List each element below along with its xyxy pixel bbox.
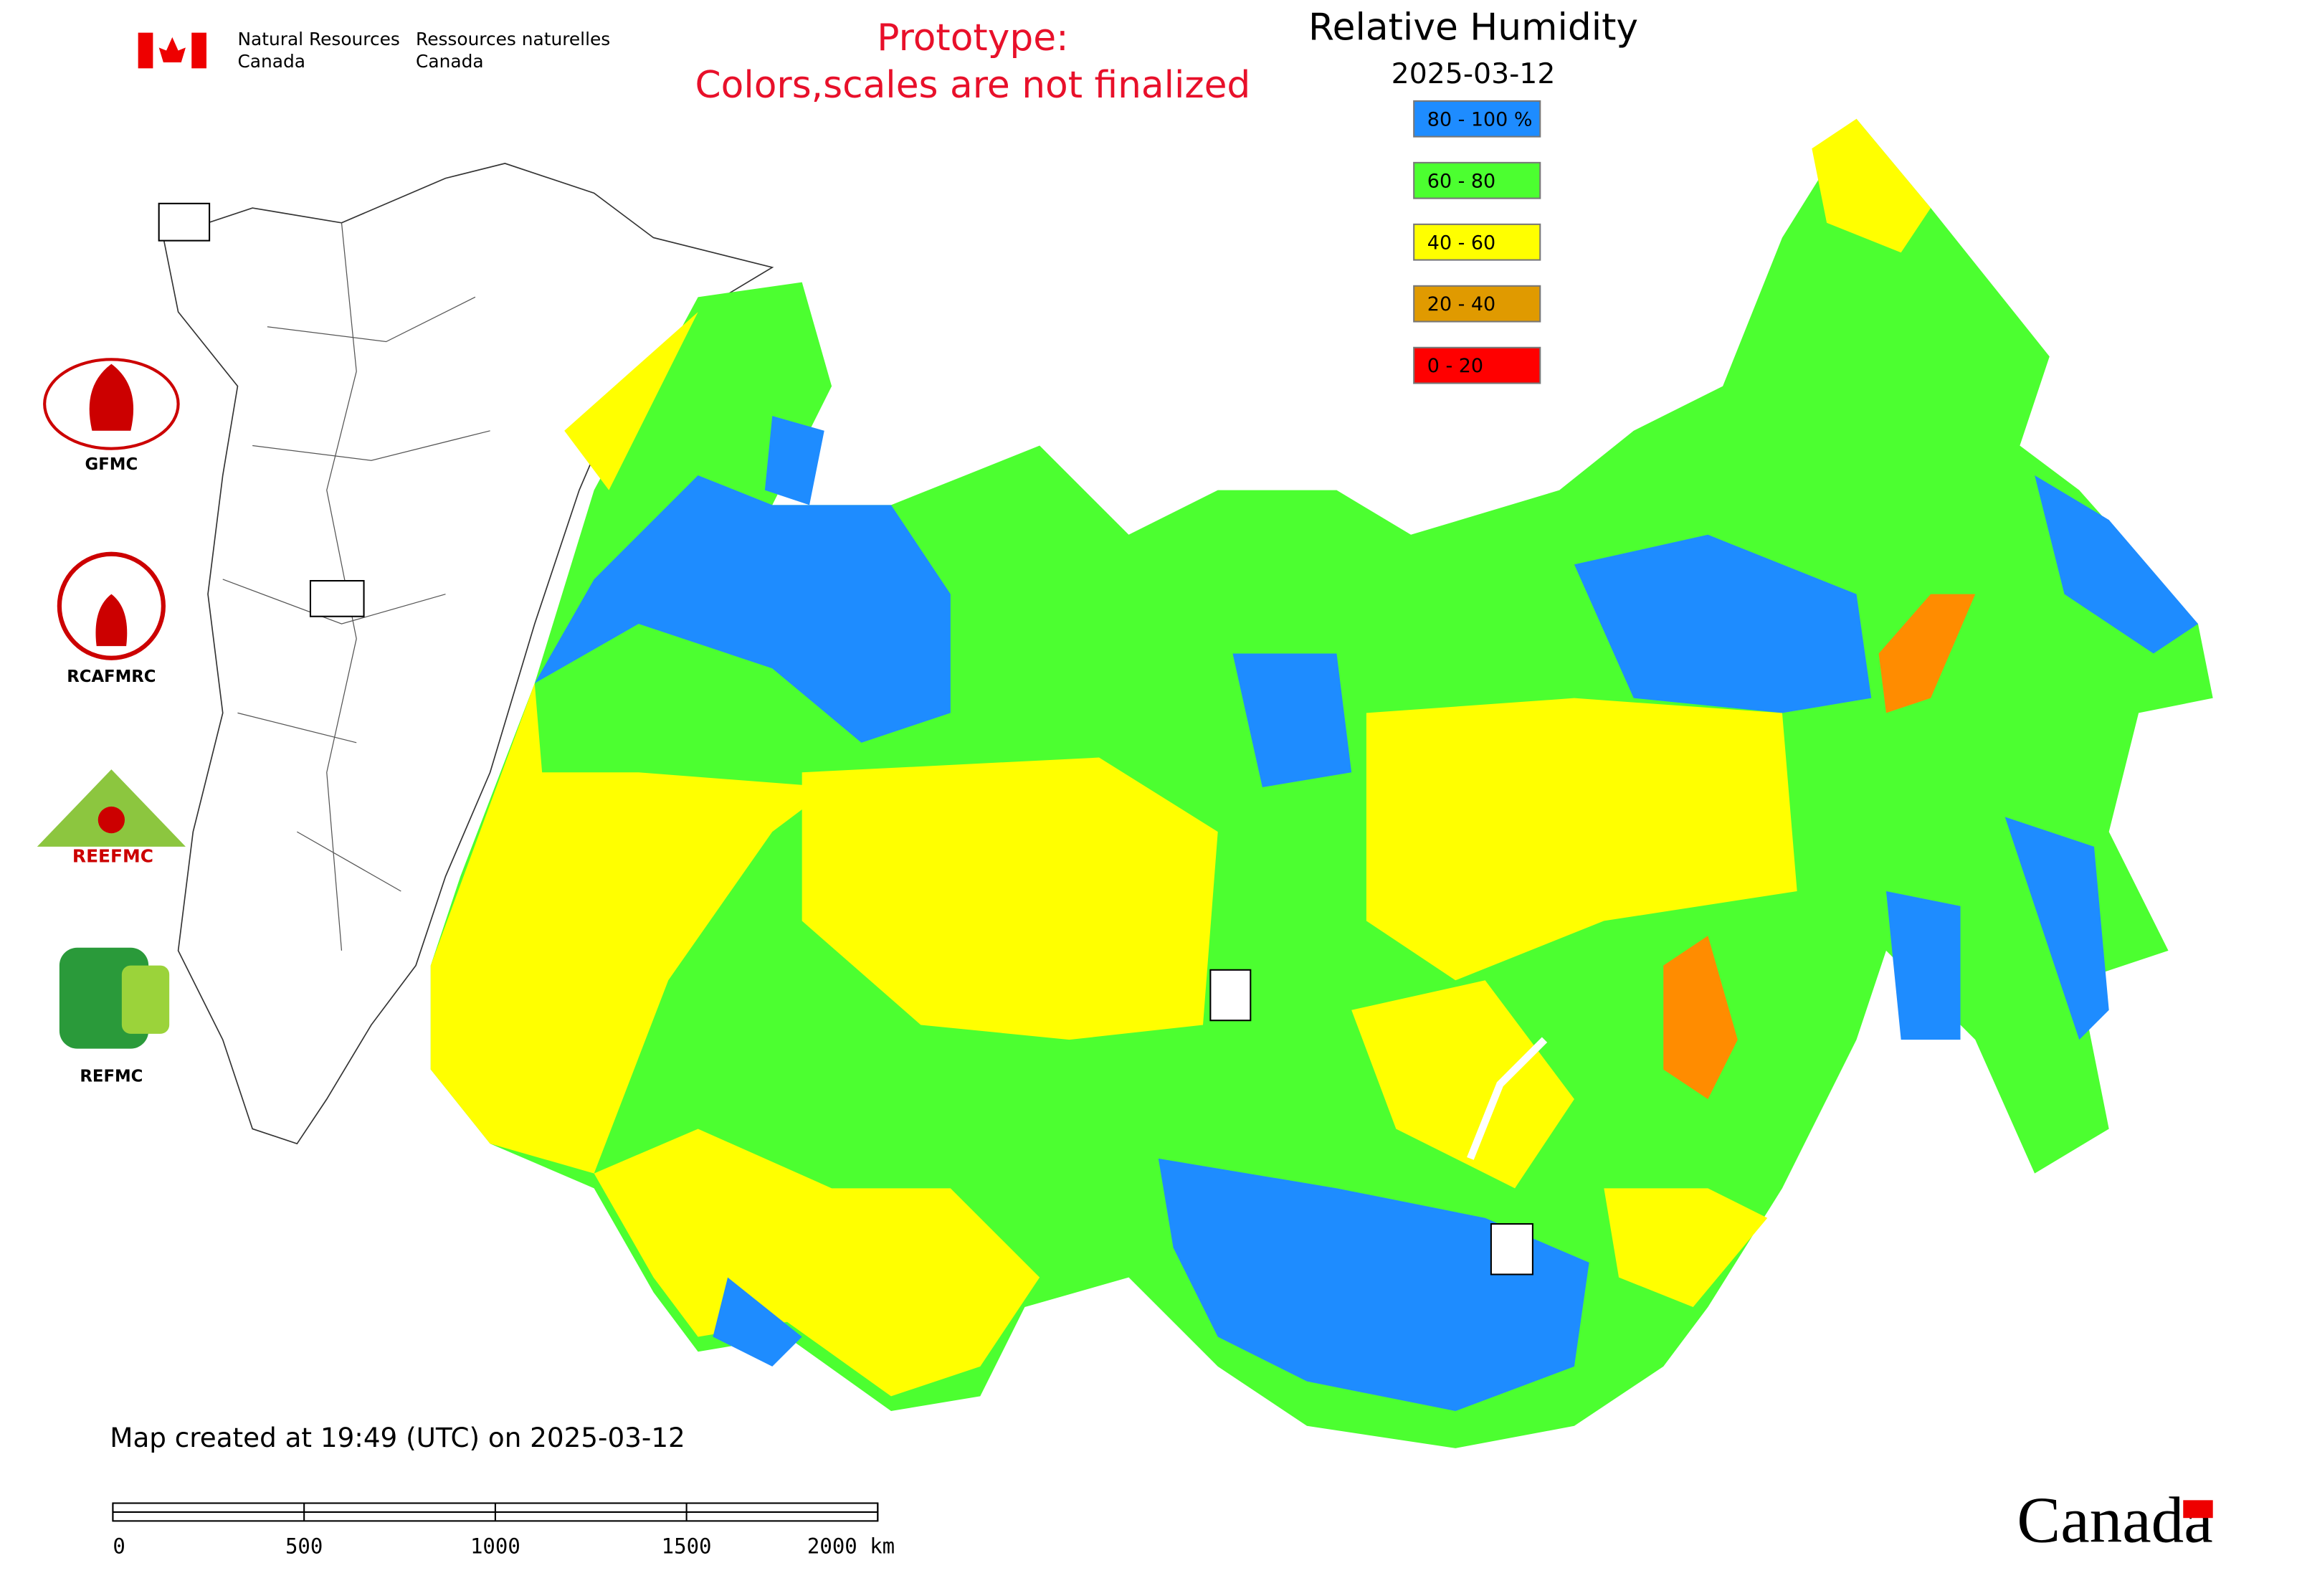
map-title: Relative Humidity [1308, 6, 1638, 49]
legend-swatch [1413, 161, 1541, 199]
europe-outline [162, 163, 774, 1145]
humidity-yellow [430, 118, 1931, 1397]
legend-label: 60 - 80 [1427, 170, 1495, 192]
legend-label: 80 - 100 % [1427, 108, 1533, 130]
logo-label: REEFMC [72, 845, 153, 866]
legend-label: 40 - 60 [1427, 232, 1495, 254]
logo-reefmc [37, 769, 186, 847]
scale-label: 1500 [662, 1534, 712, 1559]
org-en: Natural Resources [237, 29, 399, 49]
legend-swatch [1413, 223, 1541, 261]
org-fr: Canada [416, 51, 484, 72]
lake-baikal [1467, 1037, 1548, 1160]
logo-rcafmrc [57, 551, 166, 660]
scale-label: 500 [285, 1534, 323, 1559]
center-marker [309, 579, 365, 617]
legend-swatch [1413, 100, 1541, 138]
logo-label: GFMC [85, 455, 138, 474]
created-note: Map created at 19:49 (UTC) on 2025-03-12 [110, 1422, 685, 1453]
landmass-green [430, 118, 2213, 1448]
scale-bar: 0 500 1000 1500 2000 km [112, 1502, 895, 1559]
center-marker [1490, 1222, 1533, 1276]
wordmark-flag [2183, 1500, 2213, 1519]
legend-label: 20 - 40 [1427, 293, 1495, 315]
org-fr: Ressources naturelles [416, 29, 610, 49]
logo-refmc [59, 947, 170, 1049]
logo-label: RCAFMRC [67, 668, 156, 686]
canada-flag [138, 32, 206, 69]
canada-wordmark: Canada [2017, 1484, 2212, 1557]
humidity-orange [1663, 594, 1976, 1100]
humidity-blue [534, 416, 2198, 1412]
legend-swatch [1413, 285, 1541, 323]
borders [222, 222, 490, 951]
map-date: 2025-03-12 [1392, 57, 1556, 90]
center-marker [1209, 969, 1252, 1022]
scale-label: 0 [113, 1534, 125, 1559]
org-en: Canada [237, 51, 305, 72]
legend: 80 - 100 % 60 - 80 40 - 60 20 - 40 0 - 20 [1413, 100, 1541, 384]
scale-label: 1000 [470, 1534, 520, 1559]
legend-swatch [1413, 346, 1541, 384]
center-marker [158, 202, 211, 242]
notice: Prototype: [877, 16, 1068, 60]
logo-gfmc [43, 358, 180, 450]
scale-label: 2000 km [807, 1534, 895, 1559]
notice: Colors,scales are not finalized [695, 64, 1251, 107]
logo-label: REFMC [80, 1067, 143, 1086]
legend-label: 0 - 20 [1427, 355, 1483, 377]
